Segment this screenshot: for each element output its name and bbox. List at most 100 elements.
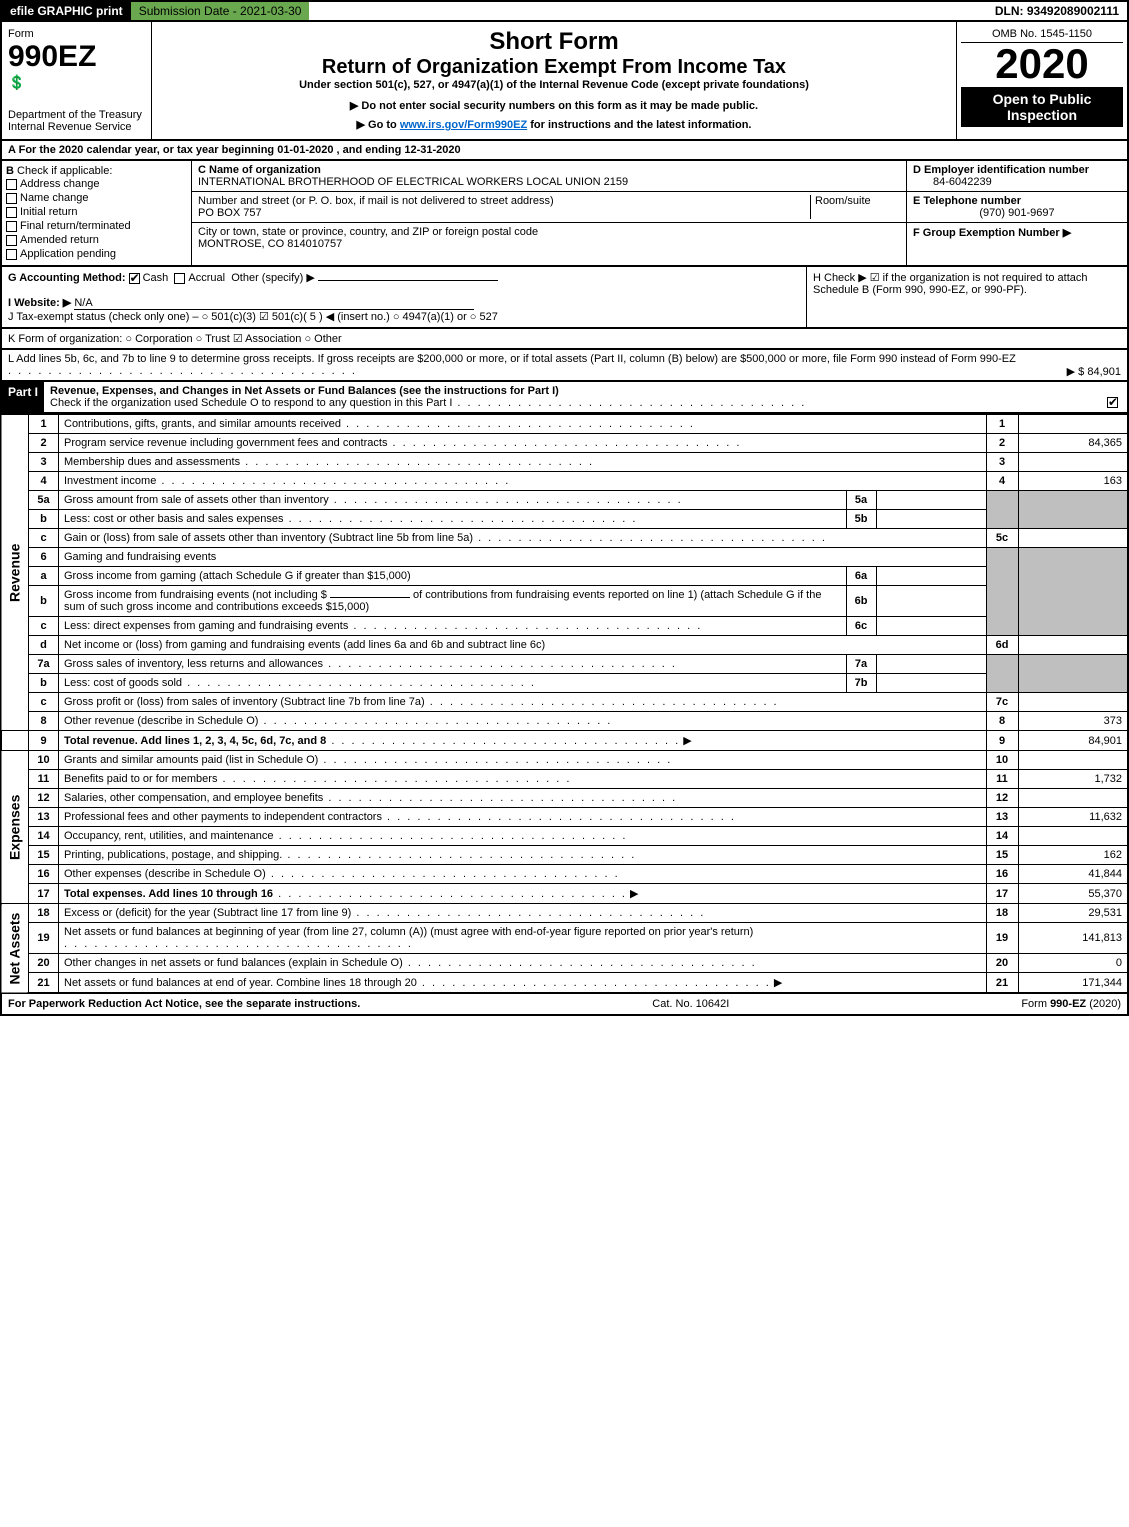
chk-accrual[interactable]: [174, 273, 185, 284]
footer-catno: Cat. No. 10642I: [360, 998, 1021, 1010]
footer-left: For Paperwork Reduction Act Notice, see …: [8, 998, 360, 1010]
ein-value: 84-6042239: [913, 176, 992, 188]
efile-print-button[interactable]: efile GRAPHIC print: [2, 2, 131, 20]
ln-5b: b: [29, 510, 59, 529]
dln-label: DLN: 93492089002111: [987, 2, 1127, 20]
return-title: Return of Organization Exempt From Incom…: [158, 56, 950, 79]
desc-8: Other revenue (describe in Schedule O): [64, 715, 258, 727]
ln-2: 2: [29, 434, 59, 453]
desc-5a: Gross amount from sale of assets other t…: [64, 494, 329, 506]
desc-13: Professional fees and other payments to …: [64, 811, 382, 823]
chk-name-change[interactable]: [6, 193, 17, 204]
ln-7c: c: [29, 693, 59, 712]
val-13: 11,632: [1018, 808, 1128, 827]
lbl-application-pending: Application pending: [20, 248, 116, 260]
chk-initial-return[interactable]: [6, 207, 17, 218]
num-1: 1: [986, 415, 1018, 434]
ln-3: 3: [29, 453, 59, 472]
subval-5b: [876, 510, 986, 529]
val-3: [1018, 453, 1128, 472]
chk-application-pending[interactable]: [6, 249, 17, 260]
row-gh: G Accounting Method: Cash Accrual Other …: [0, 267, 1129, 329]
num-3: 3: [986, 453, 1018, 472]
irs-link[interactable]: www.irs.gov/Form990EZ: [400, 119, 527, 131]
chk-amended-return[interactable]: [6, 235, 17, 246]
ln-13: 13: [29, 808, 59, 827]
val-5c: [1018, 529, 1128, 548]
val-21: 171,344: [1018, 973, 1128, 994]
val-9: 84,901: [1018, 731, 1128, 751]
desc-5b: Less: cost or other basis and sales expe…: [64, 513, 284, 525]
val-8: 373: [1018, 712, 1128, 731]
num-5c: 5c: [986, 529, 1018, 548]
line-a-tax-year: A For the 2020 calendar year, or tax yea…: [0, 141, 1129, 161]
section-netassets: Net Assets: [1, 904, 29, 994]
ln-6: 6: [29, 548, 59, 567]
box-b-title: Check if applicable:: [17, 165, 112, 177]
sub-6b: 6b: [846, 586, 876, 617]
row-k: K Form of organization: ○ Corporation ○ …: [0, 329, 1129, 350]
other-method-input[interactable]: [318, 280, 498, 281]
val-18: 29,531: [1018, 904, 1128, 923]
desc-15: Printing, publications, postage, and shi…: [64, 849, 282, 861]
row-l-amount: ▶ $ 84,901: [1067, 365, 1121, 378]
chk-cash[interactable]: [129, 273, 140, 284]
goto-line: ▶ Go to www.irs.gov/Form990EZ for instru…: [158, 118, 950, 131]
page-footer: For Paperwork Reduction Act Notice, see …: [0, 994, 1129, 1016]
website-value: N/A: [74, 297, 474, 310]
ln-10: 10: [29, 751, 59, 770]
section-expenses: Expenses: [1, 751, 29, 904]
ln-15: 15: [29, 846, 59, 865]
desc-7c: Gross profit or (loss) from sales of inv…: [64, 696, 425, 708]
ln-12: 12: [29, 789, 59, 808]
lbl-cash: Cash: [143, 272, 169, 284]
ln-17: 17: [29, 884, 59, 904]
num-4: 4: [986, 472, 1018, 491]
val-6d: [1018, 636, 1128, 655]
lbl-other-specify: Other (specify) ▶: [231, 272, 315, 284]
desc-10: Grants and similar amounts paid (list in…: [64, 754, 318, 766]
room-suite-label: Room/suite: [810, 195, 900, 219]
subval-6c: [876, 617, 986, 636]
short-form-title: Short Form: [158, 28, 950, 56]
input-6b-amount[interactable]: [330, 597, 410, 598]
sub-6c: 6c: [846, 617, 876, 636]
desc-5c: Gain or (loss) from sale of assets other…: [64, 532, 473, 544]
val-4: 163: [1018, 472, 1128, 491]
desc-20: Other changes in net assets or fund bala…: [64, 957, 403, 969]
desc-14: Occupancy, rent, utilities, and maintena…: [64, 830, 274, 842]
num-11: 11: [986, 770, 1018, 789]
chk-final-return[interactable]: [6, 221, 17, 232]
part1-header: Part I Revenue, Expenses, and Changes in…: [0, 382, 1129, 414]
org-city: MONTROSE, CO 814010757: [198, 238, 342, 250]
ln-4: 4: [29, 472, 59, 491]
footer-right: Form 990-EZ (2020): [1021, 998, 1121, 1010]
lbl-amended-return: Amended return: [20, 234, 99, 246]
tax-year: 2020: [961, 43, 1123, 85]
chk-schedule-o[interactable]: [1107, 397, 1118, 408]
subval-7b: [876, 674, 986, 693]
sub-6a: 6a: [846, 567, 876, 586]
submission-date-button[interactable]: Submission Date - 2021-03-30: [131, 2, 310, 20]
ln-5a: 5a: [29, 491, 59, 510]
num-12: 12: [986, 789, 1018, 808]
box-def: D Employer identification number 84-6042…: [907, 161, 1127, 265]
desc-17: Total expenses. Add lines 10 through 16: [64, 888, 273, 900]
num-8: 8: [986, 712, 1018, 731]
box-c: C Name of organization INTERNATIONAL BRO…: [192, 161, 907, 265]
lbl-accrual: Accrual: [188, 272, 225, 284]
lbl-name-change: Name change: [20, 192, 89, 204]
phone-value: (970) 901-9697: [913, 207, 1121, 219]
subval-5a: [876, 491, 986, 510]
num-13: 13: [986, 808, 1018, 827]
val-7c: [1018, 693, 1128, 712]
under-section: Under section 501(c), 527, or 4947(a)(1)…: [158, 79, 950, 91]
sub-5b: 5b: [846, 510, 876, 529]
lbl-address-change: Address change: [20, 178, 100, 190]
goto-post: for instructions and the latest informat…: [527, 119, 751, 131]
desc-11: Benefits paid to or for members: [64, 773, 217, 785]
desc-1: Contributions, gifts, grants, and simila…: [64, 418, 341, 430]
val-14: [1018, 827, 1128, 846]
chk-address-change[interactable]: [6, 179, 17, 190]
desc-6d: Net income or (loss) from gaming and fun…: [64, 639, 545, 651]
